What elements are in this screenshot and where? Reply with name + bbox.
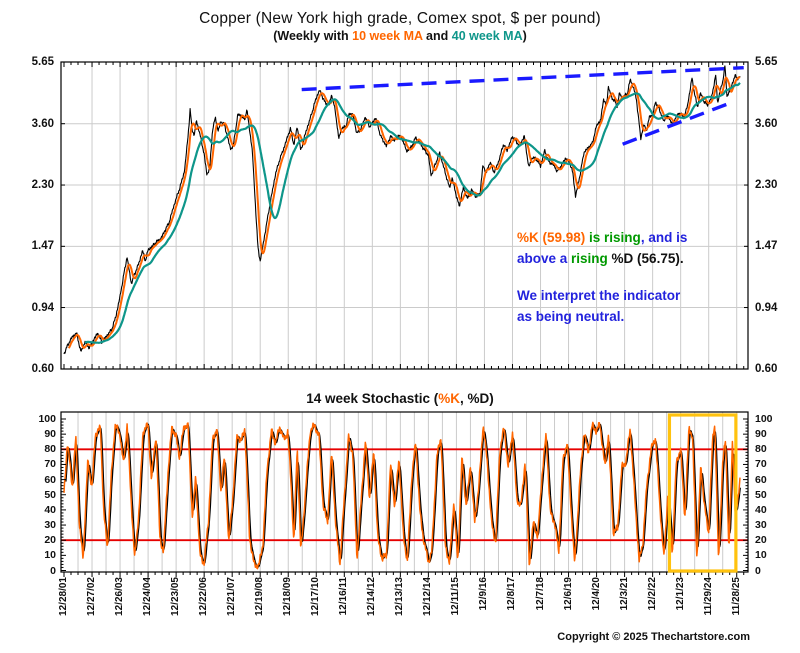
stoch-axis-label-right: 70 [755, 458, 767, 471]
interpretation-note: We interpret the indicator as being neut… [517, 285, 680, 327]
stoch-axis-label-right: 50 [755, 488, 767, 501]
annotation-text-1: , and is [640, 230, 688, 245]
date-tick-label: 12/14/12 [366, 577, 378, 616]
price-axis-label-left: 3.60 [31, 117, 54, 130]
highlight-box [667, 413, 738, 573]
stoch-axis-label-left: 60 [44, 473, 56, 486]
stoch-axis-label-right: 60 [755, 473, 767, 486]
date-tick-label: 12/16/11 [338, 577, 350, 616]
price-axis-label-left: 0.60 [31, 363, 54, 375]
copyright-notice: Copyright © 2025 Thechartstore.com [557, 631, 750, 643]
ma40-legend-label: 40 week MA [451, 29, 523, 43]
chart-subtitle: (Weekly with 10 week MA and 40 week MA) [5, 29, 795, 43]
subtitle-suffix: ) [522, 29, 527, 43]
stoch-axis-label-left: 70 [44, 458, 56, 471]
price-axis-label-right: 2.30 [755, 179, 778, 192]
stoch-axis-label-right: 80 [755, 443, 767, 456]
page-title: Copper (New York high grade, Comex spot,… [199, 10, 601, 27]
stoch-axis-label-right: 100 [755, 413, 773, 425]
stoch-axis-label-right: 20 [755, 534, 767, 547]
annotation-text-2: above a [517, 251, 572, 266]
annotation-rising-2: rising [571, 251, 608, 266]
date-tick-label: 12/21/07 [226, 577, 238, 616]
date-tick-label: 12/1/23 [674, 577, 686, 611]
price-axis-label-right: 1.47 [755, 240, 778, 253]
date-tick-label: 12/6/19 [562, 577, 574, 611]
annotation-line-1: %K (59.98) is rising, and is [517, 227, 687, 248]
stoch-k-legend-label: %K [438, 391, 461, 406]
stoch-axis-label-left: 50 [44, 488, 56, 501]
date-tick-label: 12/19/08 [254, 577, 266, 616]
lower-trendline [622, 102, 728, 146]
stoch-axis-label-left: 90 [44, 428, 56, 441]
date-tick-label: 12/13/13 [394, 577, 406, 616]
upper-trendline [301, 65, 744, 92]
date-tick-label: 12/3/21 [618, 577, 630, 611]
date-tick-label: 12/27/02 [86, 577, 98, 616]
stochastic-annotation: %K (59.98) is rising, and is above a ris… [517, 227, 687, 269]
annotation-line-2: above a rising %D (56.75). [517, 248, 687, 269]
date-tick-label: 12/18/09 [282, 577, 294, 616]
date-tick-label: 12/9/16 [478, 577, 490, 611]
price-axis-label-left: 2.30 [31, 179, 54, 192]
price-axis-label-left: 5.65 [31, 56, 54, 68]
ma40-line [84, 82, 741, 344]
stoch-title-suffix: , %D) [460, 391, 494, 406]
date-tick-label: 11/29/24 [702, 577, 714, 616]
date-tick-label: 12/24/04 [142, 577, 154, 616]
stoch-axis-label-left: 40 [44, 503, 56, 516]
date-tick-label: 12/2/22 [646, 577, 658, 611]
date-tick-label: 12/28/01 [58, 577, 69, 616]
stoch-axis-label-left: 100 [38, 413, 56, 425]
date-tick-label: 12/22/06 [198, 577, 210, 616]
ma10-legend-label: 10 week MA [352, 29, 423, 43]
price-axis-label-left: 0.94 [31, 301, 54, 314]
stoch-axis-label-right: 10 [755, 549, 767, 562]
stoch-axis-label-left: 20 [44, 534, 56, 547]
subtitle-prefix: (Weekly with [273, 29, 353, 43]
stoch-axis-label-left: 30 [44, 519, 56, 532]
stochastic-d-line [64, 423, 741, 569]
annotation-rising-1: is rising [585, 230, 641, 245]
stoch-axis-label-left: 0 [50, 564, 56, 577]
stoch-axis-label-right: 0 [755, 564, 761, 577]
price-axis-label-right: 5.65 [755, 56, 778, 68]
interpretation-line-2: as being neutral. [517, 309, 625, 324]
price-axis-label-right: 3.60 [755, 117, 778, 130]
interpretation-line-1: We interpret the indicator [517, 288, 681, 303]
price-panel-frame [60, 61, 749, 370]
date-tick-label: 12/8/17 [506, 577, 518, 611]
stoch-axis-label-right: 30 [755, 519, 767, 532]
stoch-axis-label-left: 10 [44, 549, 56, 562]
stochastic-k-line [63, 421, 741, 570]
date-tick-label: 12/4/20 [590, 577, 602, 611]
date-tick-label: 12/11/15 [450, 577, 462, 616]
stochastic-panel-title: 14 week Stochastic (%K, %D) [5, 391, 795, 406]
date-tick-label: 12/23/05 [170, 577, 182, 616]
stoch-axis-label-left: 80 [44, 443, 56, 456]
stoch-title-prefix: 14 week Stochastic ( [306, 391, 439, 406]
subtitle-middle: and [422, 29, 452, 43]
annotation-k-value: %K (59.98) [517, 230, 586, 245]
price-axis-label-right: 0.60 [755, 363, 778, 375]
price-axis-label-right: 0.94 [755, 301, 778, 314]
date-tick-label: 11/28/25 [730, 577, 742, 616]
price-axis-label-left: 1.47 [31, 240, 54, 253]
date-tick-label: 12/17/10 [310, 577, 322, 616]
stoch-axis-label-right: 40 [755, 503, 767, 516]
date-tick-label: 12/26/03 [114, 577, 126, 616]
date-tick-label: 12/7/18 [534, 577, 546, 611]
annotation-d-value: %D (56.75). [607, 251, 684, 266]
stoch-axis-label-right: 90 [755, 428, 767, 441]
date-tick-label: 12/12/14 [422, 577, 434, 616]
